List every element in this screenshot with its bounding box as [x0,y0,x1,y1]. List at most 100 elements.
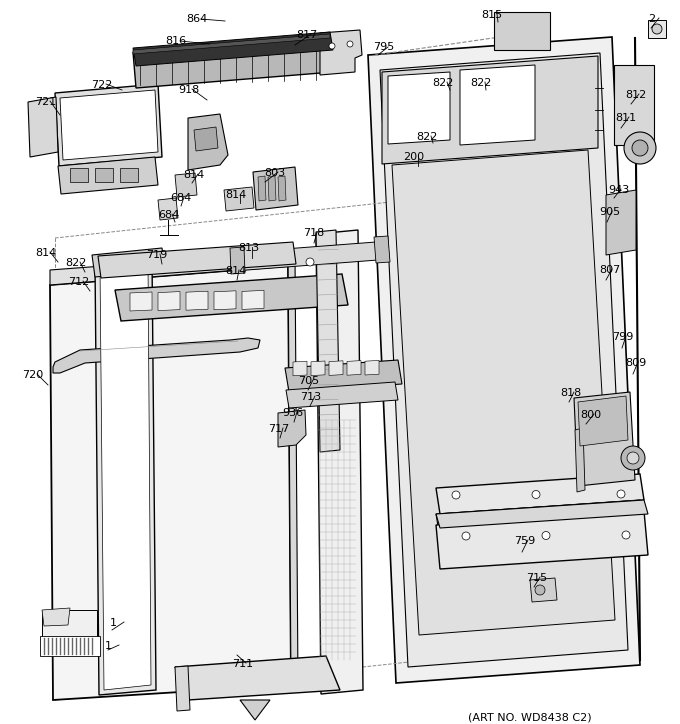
Text: 822: 822 [416,132,437,142]
Circle shape [542,531,550,539]
Circle shape [632,140,648,156]
Polygon shape [175,666,190,711]
Polygon shape [100,263,151,690]
Polygon shape [436,500,648,528]
Polygon shape [388,72,450,144]
Polygon shape [186,291,208,310]
Text: 822: 822 [65,258,86,268]
Text: (ART NO. WD8438 C2): (ART NO. WD8438 C2) [468,712,592,722]
Polygon shape [158,198,178,220]
Circle shape [462,532,470,540]
Polygon shape [293,361,307,376]
Text: 2: 2 [648,14,655,24]
Polygon shape [285,360,402,392]
Text: 200: 200 [403,152,424,162]
Text: 803: 803 [264,168,285,178]
Polygon shape [214,291,236,310]
Polygon shape [230,247,245,274]
Text: 864: 864 [186,14,207,24]
Text: 943: 943 [608,185,629,195]
Polygon shape [175,173,197,197]
Text: 684: 684 [170,193,191,203]
Circle shape [532,490,540,499]
Polygon shape [55,84,162,166]
Bar [648,20,666,38]
Text: 705: 705 [298,376,319,386]
Polygon shape [242,290,264,309]
Text: 813: 813 [238,243,259,253]
Bar [42,610,97,648]
Polygon shape [92,248,165,277]
Polygon shape [232,242,378,271]
Polygon shape [278,410,306,447]
Circle shape [347,41,353,47]
Circle shape [535,585,545,595]
Text: 807: 807 [599,265,620,275]
Polygon shape [368,37,640,683]
Circle shape [652,24,662,34]
Circle shape [621,446,645,470]
Text: 717: 717 [268,424,289,434]
Circle shape [329,43,335,49]
Text: 711: 711 [232,659,253,669]
Polygon shape [258,176,266,201]
Text: 818: 818 [560,388,581,398]
Text: 918: 918 [178,85,199,95]
Polygon shape [460,65,535,145]
Text: 800: 800 [580,410,601,420]
Polygon shape [224,187,254,211]
Text: 812: 812 [625,90,646,100]
Polygon shape [382,56,598,164]
Polygon shape [311,361,325,376]
Polygon shape [329,361,343,376]
Text: 814: 814 [225,190,246,200]
Text: 720: 720 [22,370,44,380]
Polygon shape [316,230,340,452]
Circle shape [624,132,656,164]
Bar [120,168,138,182]
Text: 816: 816 [165,36,186,46]
Polygon shape [95,258,156,695]
Text: 822: 822 [432,78,454,88]
Text: 817: 817 [296,30,318,40]
Polygon shape [288,252,298,685]
Polygon shape [578,396,628,446]
Bar [40,636,100,656]
Polygon shape [575,428,585,492]
Bar [70,168,88,182]
Polygon shape [380,53,628,667]
Polygon shape [374,236,390,263]
Bar [95,168,113,182]
Bar [494,12,550,50]
Polygon shape [50,252,288,285]
Polygon shape [98,242,296,278]
Text: 1: 1 [110,618,117,628]
Text: 719: 719 [146,250,167,260]
Polygon shape [175,656,340,700]
Polygon shape [194,127,218,151]
Polygon shape [436,500,644,538]
Text: 718: 718 [303,228,324,238]
Polygon shape [530,578,557,602]
Text: 712: 712 [68,277,89,287]
Polygon shape [50,266,291,700]
Text: 722: 722 [91,80,112,90]
Circle shape [617,490,625,498]
Bar [614,65,654,145]
Polygon shape [320,30,362,75]
Polygon shape [115,274,348,321]
Polygon shape [130,292,152,311]
Text: 684: 684 [158,210,180,220]
Polygon shape [58,157,158,194]
Polygon shape [158,292,180,311]
Text: 715: 715 [526,573,547,583]
Polygon shape [133,34,330,54]
Circle shape [622,531,630,539]
Polygon shape [606,190,636,255]
Polygon shape [316,230,363,694]
Text: 811: 811 [615,113,636,123]
Text: 936: 936 [282,408,303,418]
Text: 759: 759 [514,536,535,546]
Polygon shape [278,176,286,201]
Polygon shape [436,511,648,569]
